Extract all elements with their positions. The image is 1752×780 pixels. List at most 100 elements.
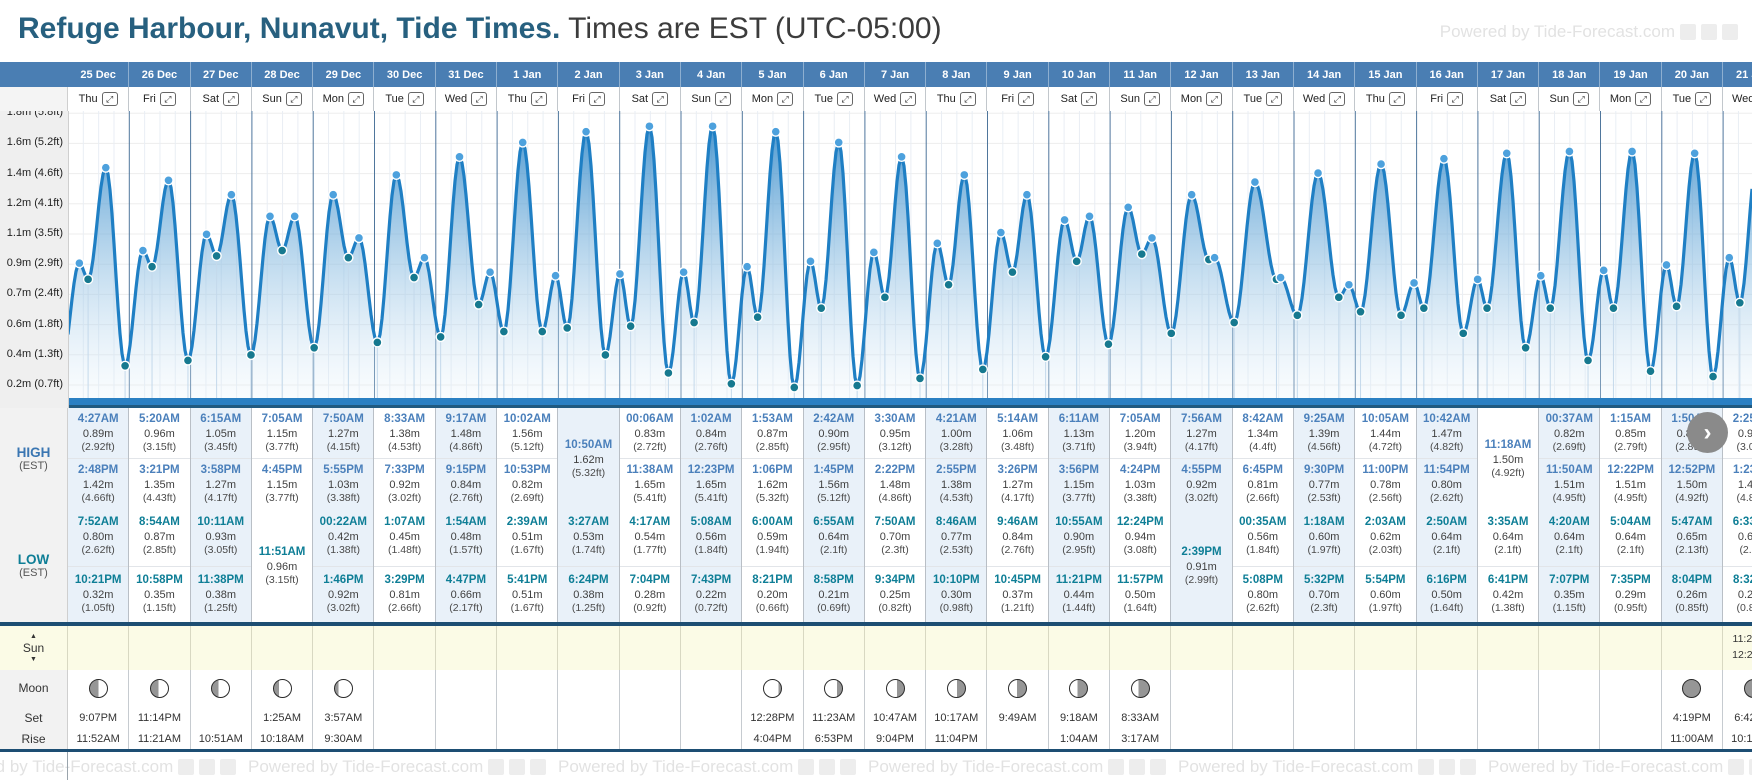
expand-day-button[interactable]: ⤢	[1266, 92, 1283, 106]
tide-height-m: 0.32m	[82, 589, 114, 601]
tide-height-ft: (4.95ft)	[1613, 492, 1648, 504]
low-tide-entry: 6:00AM 0.59m (1.94ft)	[742, 509, 802, 566]
high-tide-entry: 6:15AM 1.05m (3.45ft)	[191, 408, 251, 458]
sun-cell: 11:23AM 12:28PM	[1723, 626, 1752, 670]
high-tide-entry: 8:42AM 1.34m (4.4ft)	[1233, 408, 1293, 458]
high-tide-entry: 3:30AM 0.95m (3.12ft)	[865, 408, 925, 458]
tide-time: 3:21PM	[139, 464, 180, 476]
low-tide-cell: 00:22AM 0.42m (1.38ft) 1:46PM 0.92m (3.02ft)	[313, 509, 375, 622]
weekday-cell: Mon ⤢	[313, 87, 375, 111]
moonset-cell: 1:25AM	[252, 706, 314, 729]
expand-day-button[interactable]: ⤢	[471, 92, 488, 106]
tide-time: 5:20AM	[138, 413, 180, 425]
tide-time: 8:42AM	[1242, 413, 1284, 425]
expand-day-button[interactable]: ⤢	[1206, 92, 1223, 106]
tide-height-m: 0.53m	[573, 531, 604, 543]
high-tide-entry: 2:25AM 0.92m(3.02ft)	[1723, 408, 1752, 458]
tide-height-m: 1.13m	[1063, 428, 1095, 440]
high-tide-entry: 10:53PM 0.82m (2.69ft)	[497, 458, 558, 509]
low-tide-marker	[1292, 310, 1303, 321]
expand-day-button[interactable]: ⤢	[159, 92, 176, 106]
watermark-icon	[1439, 759, 1456, 775]
tide-height-ft: (1.05ft)	[81, 602, 115, 614]
high-tide-marker	[163, 175, 174, 186]
tide-time: 11:54PM	[1423, 464, 1470, 476]
weekday-label: Fri	[143, 93, 156, 105]
tide-height-ft: (4.72ft)	[1368, 441, 1403, 453]
high-tide-marker	[1249, 176, 1261, 188]
high-tide-entry: 11:00PM 0.78m (2.56ft)	[1355, 458, 1416, 509]
expand-day-button[interactable]: ⤢	[101, 92, 118, 106]
expand-day-button[interactable]: ⤢	[1635, 92, 1652, 106]
expand-day-button[interactable]: ⤢	[777, 92, 794, 106]
low-tide-cell: 3:35AM 0.64m (2.1ft) 6:41PM 0.42m (1.38ft)	[1477, 509, 1540, 622]
watermark-text: Powered by Tide-Forecast.com	[558, 757, 794, 776]
expand-day-button[interactable]: ⤢	[1143, 92, 1160, 106]
tide-height-ft: (2.13ft)	[1675, 544, 1709, 556]
tide-time: 4:47PM	[445, 574, 487, 586]
low-tide-marker	[1645, 365, 1656, 377]
watermark-icon	[840, 759, 857, 775]
tide-time: 10:58PM	[136, 574, 183, 586]
expand-day-button[interactable]: ⤢	[530, 92, 547, 106]
sun-cell	[191, 626, 252, 670]
low-tide-cell: 00:35AM 0.56m (1.84ft) 5:08PM 0.80m (2.62ft)	[1232, 509, 1294, 622]
moon-cell	[252, 670, 314, 706]
tide-time: 11:21PM	[1055, 574, 1102, 586]
tide-height-m: 0.59m	[757, 531, 788, 543]
moon-cell	[1355, 670, 1417, 706]
tide-time: 12:52PM	[1668, 464, 1716, 476]
tide-height-ft: (1.64ft)	[1123, 602, 1157, 614]
expand-day-button[interactable]: ⤢	[1695, 92, 1712, 106]
moonrise-cell: 10:13AM	[1723, 729, 1752, 749]
moon-cell	[558, 670, 620, 706]
tide-height-m: 1.65m	[695, 479, 727, 491]
expand-day-button[interactable]: ⤢	[1329, 92, 1346, 106]
expand-day-button[interactable]: ⤢	[652, 92, 669, 106]
moonset-cell: 12:28PM	[742, 706, 804, 729]
expand-day-button[interactable]: ⤢	[836, 92, 853, 106]
expand-day-button[interactable]: ⤢	[588, 92, 605, 106]
tide-time: 11:38AM	[626, 464, 674, 476]
weekday-label: Fri	[572, 93, 585, 105]
sun-expand-up-toggle[interactable]: ▲	[30, 633, 37, 640]
expand-day-button[interactable]: ⤢	[223, 92, 239, 106]
next-page-button[interactable]: ›	[1687, 412, 1728, 453]
moon-cell	[1294, 670, 1356, 706]
expand-day-button[interactable]: ⤢	[714, 92, 731, 106]
sun-collapse-down-toggle[interactable]: ▼	[30, 656, 37, 663]
weekday-cell: Sun ⤢	[1539, 87, 1601, 111]
low-tide-cell: 1:07AM 0.45m (1.48ft) 3:29PM 0.81m (2.66ft)	[374, 509, 436, 622]
high-tide-cell: 8:42AM 1.34m (4.4ft) 6:45PM 0.81m (2.66ft)	[1232, 408, 1294, 509]
tide-height-ft: (2.76ft)	[694, 441, 728, 453]
high-tide-marker	[1021, 189, 1033, 200]
tide-height-m: 0.70m	[879, 531, 911, 543]
tide-time: 1:07AM	[384, 516, 426, 528]
moonrise-cell: 4:04PM	[742, 729, 804, 749]
expand-day-button[interactable]: ⤢	[1573, 92, 1590, 106]
expand-day-button[interactable]: ⤢	[1388, 92, 1405, 106]
expand-day-button[interactable]: ⤢	[348, 92, 365, 106]
high-tide-marker	[1343, 279, 1355, 290]
expand-day-button[interactable]: ⤢	[1081, 92, 1098, 106]
low-tide-entry: 8:04PM 0.26m (0.85ft)	[1661, 566, 1723, 622]
tide-height-ft: (0.98ft)	[939, 602, 973, 614]
tide-height-ft: (4.92ft)	[1675, 492, 1709, 504]
expand-day-button[interactable]: ⤢	[285, 92, 302, 106]
tide-height-ft: (3.71ft)	[1062, 441, 1096, 453]
expand-day-button[interactable]: ⤢	[1018, 92, 1035, 106]
expand-day-button[interactable]: ⤢	[1447, 92, 1464, 106]
weekday-label: Fri	[1001, 93, 1015, 105]
tide-time: 7:56AM	[1181, 413, 1222, 425]
high-tide-cell: 6:11AM 1.13m (3.71ft) 3:56PM 1.15m (3.77ft)	[1048, 408, 1111, 509]
tide-height-m: 1.03m	[1124, 479, 1156, 491]
expand-day-button[interactable]: ⤢	[900, 92, 917, 106]
high-tide-cell: 2:25AM 0.92m(3.02ft) 1:23PM 1.47m(4.82ft)	[1723, 408, 1752, 509]
expand-day-button[interactable]: ⤢	[1510, 92, 1527, 106]
sun-cell	[68, 626, 130, 670]
high-tide-cell: 8:33AM 1.38m (4.53ft) 7:33PM 0.92m (3.02ft)	[374, 408, 436, 509]
low-tide-marker	[1103, 338, 1114, 350]
expand-day-button[interactable]: ⤢	[407, 92, 424, 106]
expand-day-button[interactable]: ⤢	[959, 92, 976, 106]
